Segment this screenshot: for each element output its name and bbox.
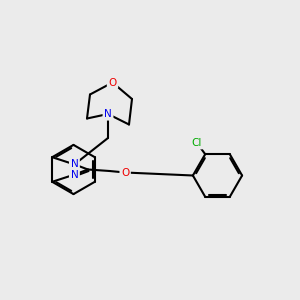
Text: Cl: Cl	[192, 138, 202, 148]
Text: N: N	[70, 159, 78, 170]
Text: O: O	[121, 167, 129, 178]
Text: N: N	[104, 109, 112, 119]
Text: N: N	[70, 169, 78, 180]
Text: O: O	[108, 77, 117, 88]
